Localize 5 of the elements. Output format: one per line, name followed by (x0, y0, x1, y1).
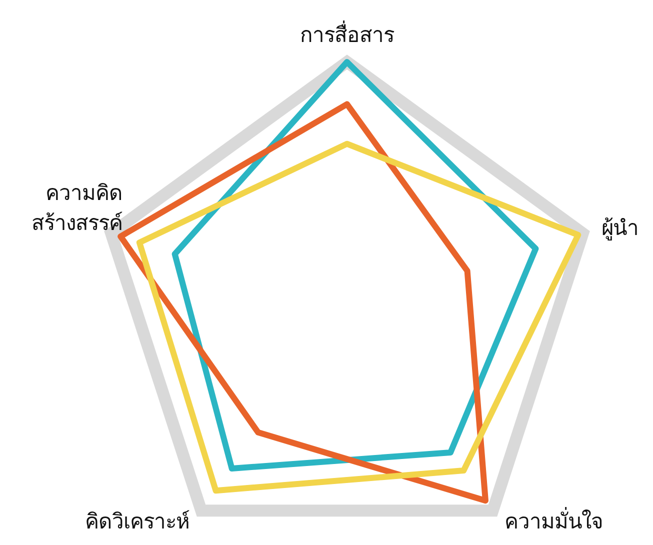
spoke-label: การสื่อสาร (300, 20, 394, 48)
spoke-label: ผู้นำ (602, 217, 639, 242)
spoke-label: คิดวิเคราะห์ (85, 510, 190, 534)
spoke-label: ความมั่นใจ (504, 506, 602, 534)
spoke-label: ความคิด สร้างสรรค์ (31, 182, 123, 236)
